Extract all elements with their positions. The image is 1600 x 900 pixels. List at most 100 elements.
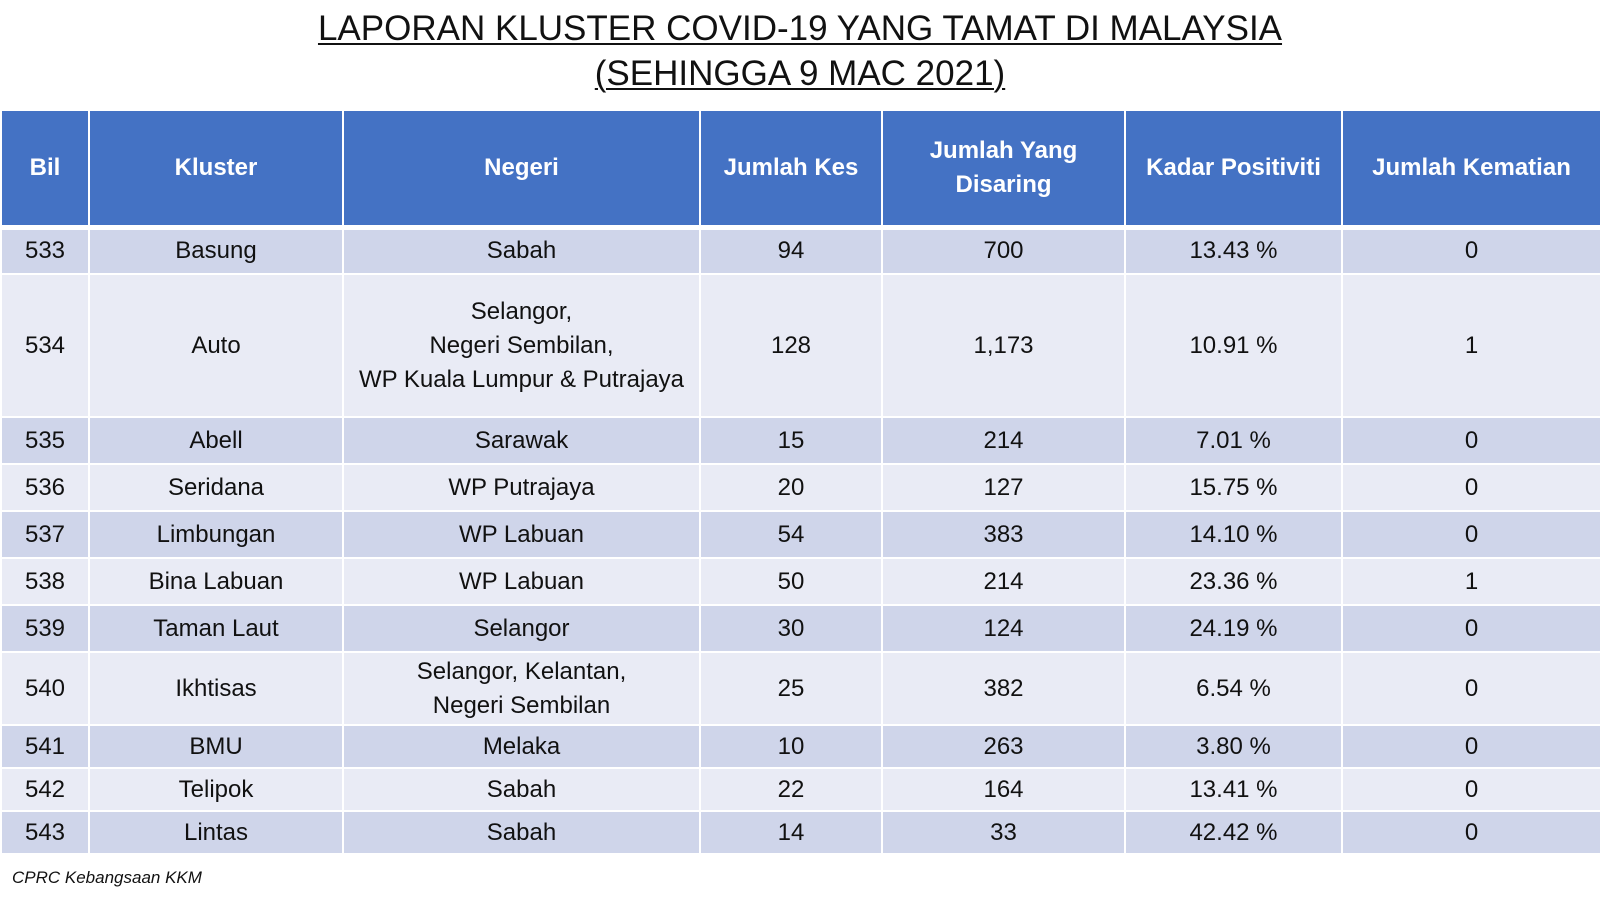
- negeri-line: Negeri Sembilan,: [429, 331, 614, 359]
- cell-jumlah-disaring: 164: [881, 767, 1126, 812]
- table-row: 542 Telipok Sabah 22 164 13.41 % 0: [0, 767, 1600, 812]
- cell-bil: 539: [0, 604, 90, 653]
- cell-jumlah-disaring: 383: [881, 510, 1126, 559]
- cell-bil: 540: [0, 651, 90, 726]
- cell-jumlah-kes: 10: [699, 724, 883, 769]
- cell-jumlah-kes: 94: [699, 226, 883, 275]
- cell-kluster: Bina Labuan: [88, 557, 344, 606]
- cell-jumlah-kes: 30: [699, 604, 883, 653]
- negeri-line: Negeri Sembilan: [432, 691, 611, 719]
- cell-kluster: Abell: [88, 416, 344, 465]
- header-jumlah-kes: Jumlah Kes: [699, 109, 883, 230]
- cell-kadar-positiviti: 42.42 %: [1124, 810, 1343, 855]
- table-header-row: Bil Kluster Negeri Jumlah Kes Jumlah Yan…: [0, 109, 1600, 230]
- cell-jumlah-kematian: 0: [1341, 767, 1600, 812]
- cell-bil: 543: [0, 810, 90, 855]
- cell-jumlah-disaring: 700: [881, 226, 1126, 275]
- negeri-line: Melaka: [482, 732, 561, 760]
- cell-negeri: WP Labuan: [342, 557, 701, 606]
- table-row: 534 Auto Selangor, Negeri Sembilan, WP Kuala…: [0, 273, 1600, 418]
- report-title: LAPORAN KLUSTER COVID-19 YANG TAMAT DI M…: [0, 6, 1600, 96]
- cell-kluster: Ikhtisas: [88, 651, 344, 726]
- cell-kadar-positiviti: 10.91 %: [1124, 273, 1343, 418]
- cell-jumlah-kematian: 0: [1341, 604, 1600, 653]
- table-row: 535 Abell Sarawak 15 214 7.01 % 0: [0, 416, 1600, 465]
- cell-bil: 541: [0, 724, 90, 769]
- cell-negeri: Melaka: [342, 724, 701, 769]
- cell-kluster: Telipok: [88, 767, 344, 812]
- negeri-line: WP Labuan: [459, 567, 584, 595]
- cell-jumlah-kes: 15: [699, 416, 883, 465]
- cell-kadar-positiviti: 23.36 %: [1124, 557, 1343, 606]
- cell-bil: 535: [0, 416, 90, 465]
- title-line-1: LAPORAN KLUSTER COVID-19 YANG TAMAT DI M…: [317, 9, 1283, 48]
- cell-bil: 536: [0, 463, 90, 512]
- cell-jumlah-kes: 14: [699, 810, 883, 855]
- cell-jumlah-disaring: 124: [881, 604, 1126, 653]
- cell-kadar-positiviti: 13.43 %: [1124, 226, 1343, 275]
- cell-negeri: WP Labuan: [342, 510, 701, 559]
- cell-jumlah-kematian: 0: [1341, 226, 1600, 275]
- cell-negeri: Sabah: [342, 767, 701, 812]
- cell-kadar-positiviti: 24.19 %: [1124, 604, 1343, 653]
- header-negeri: Negeri: [342, 109, 701, 230]
- cell-kluster: Lintas: [88, 810, 344, 855]
- cell-negeri: Sarawak: [342, 416, 701, 465]
- cell-jumlah-kes: 22: [699, 767, 883, 812]
- cell-kadar-positiviti: 6.54 %: [1124, 651, 1343, 726]
- cell-jumlah-disaring: 127: [881, 463, 1126, 512]
- cell-kluster: BMU: [88, 724, 344, 769]
- negeri-line: Sarawak: [474, 426, 569, 454]
- cell-jumlah-kematian: 1: [1341, 557, 1600, 606]
- negeri-line: WP Putrajaya: [448, 473, 595, 501]
- source-note: CPRC Kebangsaan KKM: [12, 868, 202, 887]
- cell-jumlah-disaring: 33: [881, 810, 1126, 855]
- negeri-line: Sabah: [486, 237, 557, 265]
- cell-negeri: WP Putrajaya: [342, 463, 701, 512]
- header-jumlah-kematian: Jumlah Kematian: [1341, 109, 1600, 230]
- cell-kluster: Taman Laut: [88, 604, 344, 653]
- header-jumlah-disaring: Jumlah Yang Disaring: [881, 109, 1126, 230]
- table-row: 533 Basung Sabah 94 700 13.43 % 0: [0, 226, 1600, 275]
- cell-jumlah-disaring: 382: [881, 651, 1126, 726]
- cell-kadar-positiviti: 7.01 %: [1124, 416, 1343, 465]
- table-row: 543 Lintas Sabah 14 33 42.42 % 0: [0, 810, 1600, 855]
- cell-negeri: Selangor, Kelantan, Negeri Sembilan: [342, 651, 701, 726]
- cell-jumlah-kes: 54: [699, 510, 883, 559]
- cell-jumlah-kematian: 0: [1341, 810, 1600, 855]
- cell-jumlah-kes: 20: [699, 463, 883, 512]
- title-line-2: (SEHINGGA 9 MAC 2021): [594, 54, 1006, 93]
- cell-jumlah-kematian: 1: [1341, 273, 1600, 418]
- cell-bil: 533: [0, 226, 90, 275]
- header-kluster: Kluster: [88, 109, 344, 230]
- cell-bil: 542: [0, 767, 90, 812]
- cell-jumlah-kes: 25: [699, 651, 883, 726]
- cell-jumlah-disaring: 1,173: [881, 273, 1126, 418]
- cell-jumlah-disaring: 214: [881, 557, 1126, 606]
- cell-jumlah-kes: 128: [699, 273, 883, 418]
- cell-kluster: Basung: [88, 226, 344, 275]
- header-bil: Bil: [0, 109, 90, 230]
- cell-jumlah-kematian: 0: [1341, 724, 1600, 769]
- negeri-line: WP Kuala Lumpur & Putrajaya: [358, 365, 685, 393]
- cell-bil: 534: [0, 273, 90, 418]
- table-row: 536 Seridana WP Putrajaya 20 127 15.75 % 0: [0, 463, 1600, 512]
- negeri-line: Sabah: [486, 775, 557, 803]
- cell-jumlah-kematian: 0: [1341, 416, 1600, 465]
- table-row: 537 Limbungan WP Labuan 54 383 14.10 % 0: [0, 510, 1600, 559]
- negeri-line: Selangor, Kelantan,: [416, 657, 627, 685]
- cell-negeri: Sabah: [342, 810, 701, 855]
- cell-jumlah-kes: 50: [699, 557, 883, 606]
- cell-kluster: Limbungan: [88, 510, 344, 559]
- cell-kadar-positiviti: 14.10 %: [1124, 510, 1343, 559]
- table-row: 538 Bina Labuan WP Labuan 50 214 23.36 % 1: [0, 557, 1600, 606]
- negeri-line: Selangor: [473, 614, 570, 642]
- table-row: 539 Taman Laut Selangor 30 124 24.19 % 0: [0, 604, 1600, 653]
- cell-bil: 538: [0, 557, 90, 606]
- negeri-line: WP Labuan: [459, 520, 584, 548]
- table-row: 540 Ikhtisas Selangor, Kelantan, Negeri Sem…: [0, 651, 1600, 726]
- cell-kadar-positiviti: 13.41 %: [1124, 767, 1343, 812]
- cell-jumlah-disaring: 263: [881, 724, 1126, 769]
- cell-kadar-positiviti: 3.80 %: [1124, 724, 1343, 769]
